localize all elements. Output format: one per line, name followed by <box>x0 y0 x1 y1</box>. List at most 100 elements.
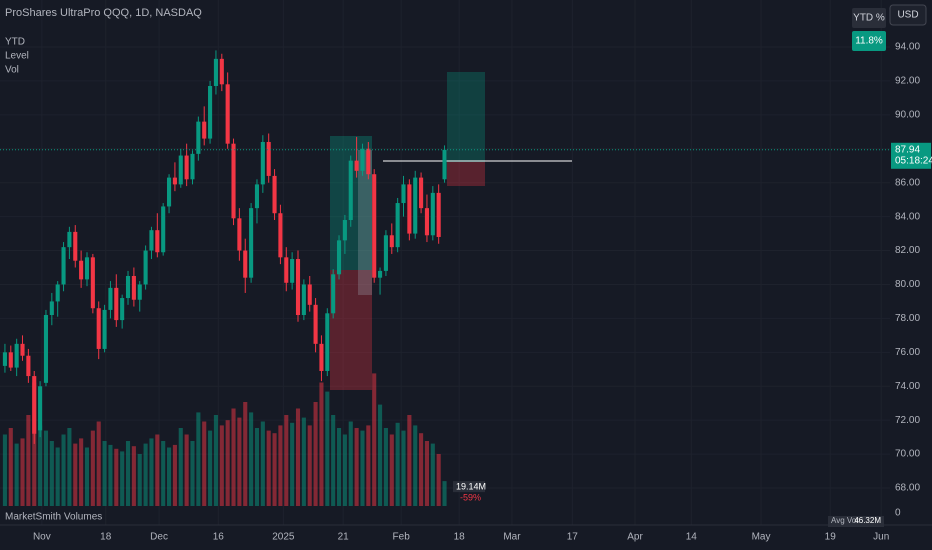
candle-body <box>354 160 359 171</box>
volume-bar <box>73 443 78 506</box>
chart-title: ProShares UltraPro QQQ, 1D, NASDAQ <box>5 7 202 19</box>
candle-body <box>254 184 260 209</box>
volume-bar <box>79 438 84 506</box>
volume-bar <box>319 382 324 506</box>
volume-bar <box>331 415 336 506</box>
volume-bar <box>114 448 119 506</box>
x-tick-label: May <box>752 532 771 543</box>
candle-body <box>32 376 37 434</box>
candle-body <box>213 58 218 87</box>
candle-body <box>284 257 289 283</box>
candle-body <box>166 177 172 207</box>
candle-body <box>96 308 101 349</box>
candle-body <box>137 284 142 300</box>
volume-bar <box>237 417 242 506</box>
volume-bar <box>120 451 125 506</box>
candle-body <box>178 155 183 185</box>
candle-body <box>79 260 84 280</box>
volume-bar <box>102 441 107 506</box>
currency[interactable]: USD <box>897 10 918 21</box>
x-tick-label: 2025 <box>272 532 295 543</box>
volume-bar <box>61 434 66 506</box>
volume-bar <box>413 425 418 506</box>
ytd-badge <box>852 31 886 51</box>
volume-bar <box>383 428 388 506</box>
volume-bar <box>307 425 312 506</box>
y-tick-label: 70.00 <box>895 449 920 460</box>
volume-bar <box>272 433 277 506</box>
volume-title: MarketSmith Volumes <box>5 512 102 523</box>
long-target-zone <box>447 72 485 162</box>
x-tick-label: Apr <box>627 532 643 543</box>
volume-bar <box>96 421 101 506</box>
x-tick-label: Mar <box>503 532 521 543</box>
avg-vol-box <box>828 516 884 527</box>
volume-bar <box>166 447 172 506</box>
x-tick-label: Nov <box>33 532 51 543</box>
candle-body <box>278 213 283 258</box>
candle-body <box>125 275 131 299</box>
volume-bar <box>20 438 25 506</box>
long-stop-zone <box>447 162 485 186</box>
x-tick-label: 14 <box>686 532 698 543</box>
candle-body <box>407 184 412 234</box>
y-tick-label: 86.00 <box>895 177 920 188</box>
volume-bar <box>231 408 236 506</box>
candle-body <box>202 121 207 139</box>
range-box <box>358 150 372 295</box>
position-tools <box>330 72 572 390</box>
volume-bar <box>295 408 301 506</box>
volume-bar <box>395 422 400 506</box>
candle-body <box>319 343 324 371</box>
volume-bar <box>407 415 412 506</box>
volume-bar <box>49 441 54 506</box>
candle-body <box>325 313 330 371</box>
x-tick-label: 16 <box>213 532 225 543</box>
volume-bar <box>254 428 260 506</box>
y-tick-label: 68.00 <box>895 483 920 494</box>
ytd-label: YTD % <box>853 13 885 24</box>
y-tick-label: 94.00 <box>895 42 920 53</box>
volume-bar <box>225 420 230 506</box>
candle-body <box>301 284 306 316</box>
long-stop-zone <box>330 270 372 390</box>
volume-bar <box>172 444 177 506</box>
candle-body <box>190 153 195 180</box>
volume-bar <box>190 441 195 506</box>
candle-body <box>120 298 125 321</box>
volume-bar <box>372 373 377 506</box>
candle-body <box>161 206 166 253</box>
last-price: 87.94 <box>895 144 920 155</box>
candle-body <box>260 141 265 185</box>
volume-change: -59% <box>460 492 481 502</box>
candle-body <box>424 208 430 236</box>
y-tick-label: 90.00 <box>895 109 920 120</box>
candle-body <box>225 84 230 144</box>
candle-body <box>249 208 254 278</box>
volume-bar <box>26 415 31 506</box>
price-axis-bg <box>890 0 932 550</box>
x-tick-label: 19 <box>825 532 837 543</box>
y-tick-label: 78.00 <box>895 313 920 324</box>
x-tick-label: 21 <box>338 532 350 543</box>
volume-bar <box>442 481 447 506</box>
currency-button[interactable] <box>889 4 927 26</box>
candle-body <box>102 309 107 349</box>
candle-body <box>149 230 154 251</box>
volume-bar <box>389 434 394 506</box>
candle-body <box>360 148 365 171</box>
volume-bar <box>32 382 37 506</box>
volume-bar <box>336 428 342 506</box>
volume-bar <box>155 434 160 506</box>
volume-bar <box>8 428 13 506</box>
candle-body <box>389 235 394 248</box>
candle-body <box>430 192 435 236</box>
indicator-label: Level <box>5 51 29 62</box>
y-tick-label: 84.00 <box>895 211 920 222</box>
candle-body <box>295 259 301 316</box>
volume-bar <box>266 430 271 506</box>
volume-bar <box>213 415 218 506</box>
candle-body <box>419 177 424 209</box>
volume-bar <box>301 417 306 506</box>
